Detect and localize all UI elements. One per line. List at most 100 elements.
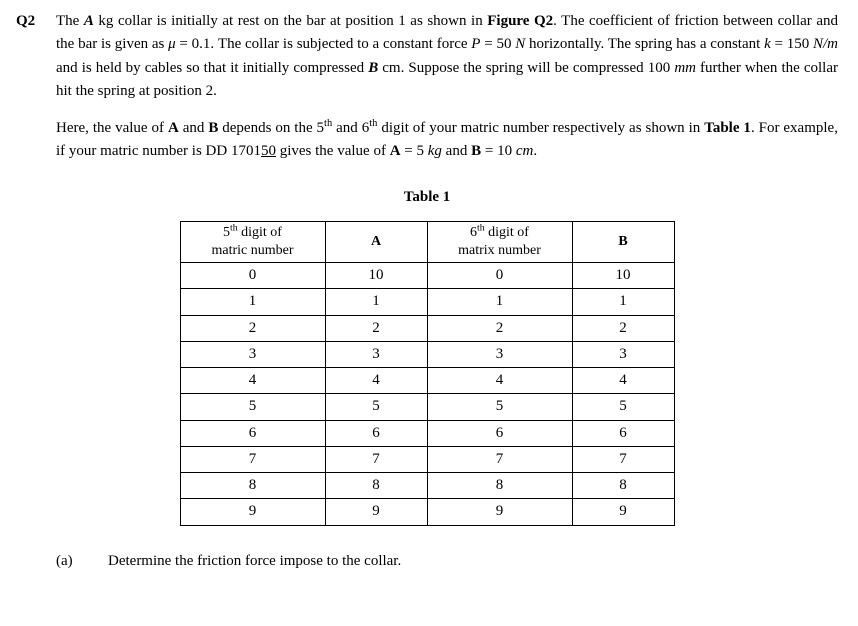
- unit-N: N: [515, 36, 529, 52]
- var-A: A: [168, 120, 179, 136]
- unit-kg: kg: [428, 143, 442, 159]
- text: gives the value of: [276, 143, 390, 159]
- unit-cm: cm: [516, 143, 534, 159]
- table-cell: 3: [572, 341, 674, 367]
- table-cell: 9: [427, 499, 572, 525]
- table-cell: 7: [325, 446, 427, 472]
- header-B: B: [572, 221, 674, 262]
- table-cell: 5: [572, 394, 674, 420]
- table-cell: 8: [427, 473, 572, 499]
- table-cell: 1: [572, 289, 674, 315]
- header-5th-digit: 5th digit ofmatric number: [180, 221, 325, 262]
- var-B: B: [471, 143, 481, 159]
- table-row: 9999: [180, 499, 674, 525]
- table-cell: 6: [180, 420, 325, 446]
- part-text: Determine the friction force impose to t…: [108, 550, 401, 573]
- table-cell: 0: [427, 263, 572, 289]
- table-cell: 1: [427, 289, 572, 315]
- table-title: Table 1: [16, 186, 838, 209]
- table-cell: 9: [325, 499, 427, 525]
- question-block: Q2 The A kg collar is initially at rest …: [16, 10, 838, 103]
- table-cell: 4: [325, 368, 427, 394]
- table-row: 6666: [180, 420, 674, 446]
- var-B: B: [208, 120, 218, 136]
- question-paragraph-1: The A kg collar is initially at rest on …: [56, 10, 838, 103]
- table-cell: 7: [572, 446, 674, 472]
- var-k: k: [764, 36, 771, 52]
- figure-ref: Figure Q2: [487, 13, 553, 29]
- table-cell: 7: [180, 446, 325, 472]
- table-cell: 7: [427, 446, 572, 472]
- table-ref: Table 1: [704, 120, 751, 136]
- table-row: 7777: [180, 446, 674, 472]
- text: .: [533, 143, 537, 159]
- var-B: B: [368, 60, 378, 76]
- text: and is held by cables so that it initial…: [56, 60, 368, 76]
- parameter-table: 5th digit ofmatric number A 6th digit of…: [180, 221, 675, 526]
- table-cell: 4: [180, 368, 325, 394]
- text: cm. Suppose the spring will be compresse…: [378, 60, 674, 76]
- text: depends on the 5: [218, 120, 324, 136]
- table-cell: 2: [180, 315, 325, 341]
- header-6th-digit: 6th digit ofmatrix number: [427, 221, 572, 262]
- table-cell: 6: [325, 420, 427, 446]
- example-digits: 50: [261, 143, 276, 159]
- table-cell: 4: [572, 368, 674, 394]
- table-wrapper: 5th digit ofmatric number A 6th digit of…: [16, 221, 838, 526]
- unit-mm: mm: [674, 60, 696, 76]
- table-row: 2222: [180, 315, 674, 341]
- table-cell: 2: [572, 315, 674, 341]
- table-cell: 8: [572, 473, 674, 499]
- table-cell: 3: [180, 341, 325, 367]
- table-row: 1111: [180, 289, 674, 315]
- text: = 5: [401, 143, 428, 159]
- table-cell: 2: [325, 315, 427, 341]
- text: and: [442, 143, 471, 159]
- text: digit of your matric number respectively…: [377, 120, 704, 136]
- table-cell: 10: [572, 263, 674, 289]
- text: = 50: [480, 36, 515, 52]
- table-row: 010010: [180, 263, 674, 289]
- text: kg collar is initially at rest on the ba…: [94, 13, 487, 29]
- table-cell: 1: [325, 289, 427, 315]
- table-cell: 0: [180, 263, 325, 289]
- var-A: A: [84, 13, 94, 29]
- table-cell: 9: [572, 499, 674, 525]
- part-a: (a) Determine the friction force impose …: [56, 550, 838, 573]
- header-A: A: [325, 221, 427, 262]
- table-row: 8888: [180, 473, 674, 499]
- table-cell: 5: [325, 394, 427, 420]
- table-row: 3333: [180, 341, 674, 367]
- superscript: th: [324, 118, 332, 129]
- table-cell: 3: [325, 341, 427, 367]
- table-cell: 6: [427, 420, 572, 446]
- text: horizontally. The spring has a constant: [529, 36, 764, 52]
- table-cell: 4: [427, 368, 572, 394]
- table-cell: 8: [180, 473, 325, 499]
- question-label: Q2: [16, 10, 56, 103]
- table-cell: 5: [180, 394, 325, 420]
- unit-Nm: N/m: [813, 36, 838, 52]
- table-row: 5555: [180, 394, 674, 420]
- table-cell: 3: [427, 341, 572, 367]
- table-header-row: 5th digit ofmatric number A 6th digit of…: [180, 221, 674, 262]
- table-row: 4444: [180, 368, 674, 394]
- text: and: [179, 120, 209, 136]
- text: = 0.1. The collar is subjected to a cons…: [176, 36, 472, 52]
- question-paragraph-2: Here, the value of A and B depends on th…: [56, 117, 838, 164]
- table-cell: 9: [180, 499, 325, 525]
- var-A: A: [390, 143, 401, 159]
- text: = 150: [771, 36, 813, 52]
- mu-symbol: μ: [168, 36, 176, 52]
- text: The: [56, 13, 84, 29]
- text: = 10: [481, 143, 516, 159]
- table-cell: 6: [572, 420, 674, 446]
- text: and 6: [332, 120, 369, 136]
- text: Here, the value of: [56, 120, 168, 136]
- table-cell: 1: [180, 289, 325, 315]
- table-cell: 2: [427, 315, 572, 341]
- table-cell: 5: [427, 394, 572, 420]
- part-label: (a): [56, 550, 108, 573]
- table-cell: 8: [325, 473, 427, 499]
- table-cell: 10: [325, 263, 427, 289]
